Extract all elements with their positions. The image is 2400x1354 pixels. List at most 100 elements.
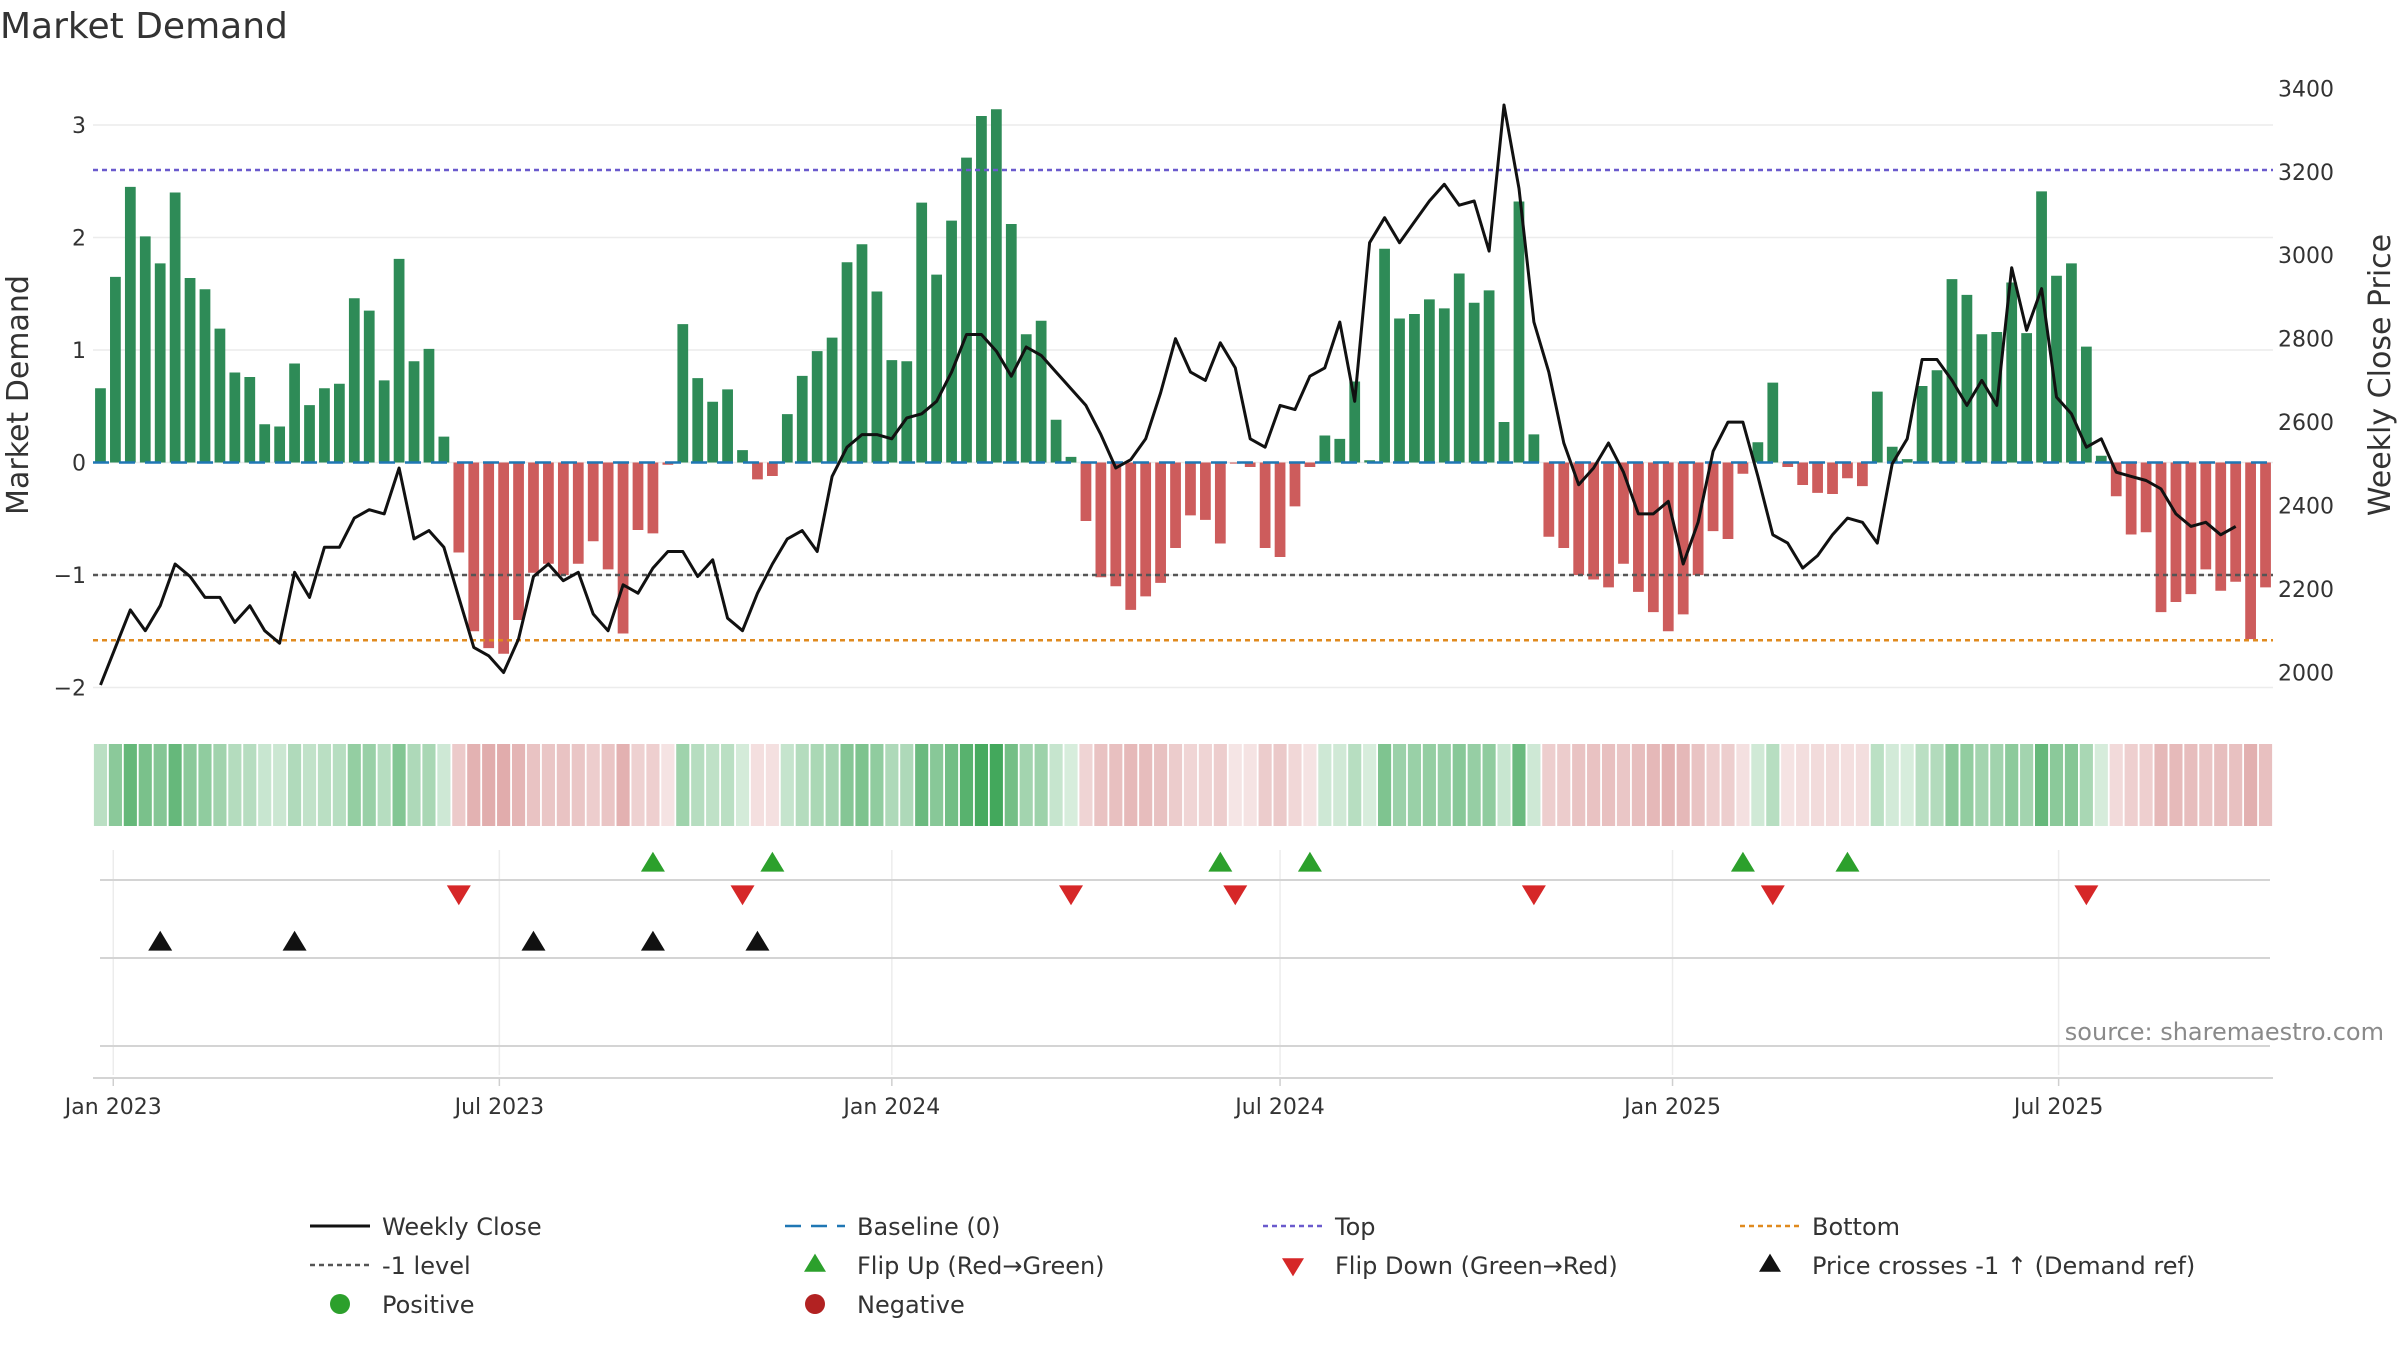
strip-cell xyxy=(332,744,346,826)
strip-cell xyxy=(1601,744,1616,826)
x-tick-label: Jul 2023 xyxy=(453,1095,545,1120)
demand-bar xyxy=(1543,462,1555,537)
demand-bar xyxy=(289,363,300,463)
y2-tick-label: 3200 xyxy=(2278,161,2334,186)
demand-bar xyxy=(2230,462,2242,582)
strip-cell xyxy=(1766,744,1780,826)
demand-bar xyxy=(95,388,106,463)
y2-tick-label: 3400 xyxy=(2278,77,2334,102)
strip-cell xyxy=(2005,744,2019,826)
flip-up-marker xyxy=(640,851,665,872)
price-cross-marker xyxy=(640,930,665,951)
y-tick-label: −2 xyxy=(54,677,86,702)
demand-bar xyxy=(1020,334,1032,463)
demand-bar xyxy=(1647,462,1659,613)
strip-cell xyxy=(1303,744,1317,826)
demand-bar xyxy=(528,462,539,573)
y2-tick-label: 3000 xyxy=(2278,244,2334,269)
legend: Weekly Close Baseline (0) Top Bottom -1 leve… xyxy=(310,1213,2195,1319)
y-tick-label: 1 xyxy=(72,339,86,364)
demand-bar xyxy=(811,351,823,463)
strip-cell xyxy=(1855,744,1869,826)
y2-tick-label: 2800 xyxy=(2278,328,2334,353)
demand-bar xyxy=(1901,459,1913,463)
demand-bar xyxy=(707,401,719,463)
strip-cell xyxy=(1228,744,1242,826)
strip-cell xyxy=(437,744,451,826)
strip-cell xyxy=(452,744,466,826)
demand-bar xyxy=(2215,462,2227,591)
strip-cell xyxy=(616,744,630,826)
demand-bar xyxy=(1050,419,1062,463)
y2-tick-label: 2600 xyxy=(2278,411,2334,436)
demand-bar xyxy=(796,375,808,463)
gridlines xyxy=(93,124,2273,1086)
strip-cell xyxy=(1646,744,1660,826)
strip-cell xyxy=(467,744,481,826)
demand-color-strip xyxy=(93,744,2273,826)
demand-bar xyxy=(1214,462,1226,544)
demand-bar xyxy=(1483,290,1495,463)
price-cross-marker xyxy=(745,930,770,951)
demand-bar xyxy=(378,380,390,463)
demand-bar xyxy=(2066,263,2077,463)
demand-bar xyxy=(1931,370,1943,463)
strip-cell xyxy=(302,744,317,826)
strip-cell xyxy=(1109,744,1123,826)
strip-cell xyxy=(661,744,675,826)
strip-cell xyxy=(2034,744,2049,826)
strip-cell xyxy=(825,744,839,826)
strip-cell xyxy=(631,744,645,826)
strip-cell xyxy=(765,744,779,826)
demand-bar xyxy=(2095,455,2107,463)
demand-bar xyxy=(856,244,868,463)
strip-cell xyxy=(1124,744,1138,826)
demand-bar xyxy=(1588,462,1599,580)
demand-bar xyxy=(1229,462,1241,464)
strip-cell xyxy=(1527,744,1541,826)
price-cross-marker xyxy=(148,930,173,951)
strip-cell xyxy=(288,744,302,826)
x-tick-label: Jul 2025 xyxy=(2012,1095,2104,1120)
strip-cell xyxy=(780,744,794,826)
price-cross-marker xyxy=(282,930,307,951)
strip-cell xyxy=(1333,744,1347,826)
demand-bar xyxy=(781,414,793,463)
flip-up-marker xyxy=(1835,851,1860,872)
demand-bar xyxy=(1812,462,1823,493)
strip-cell xyxy=(258,744,272,826)
reference-lines xyxy=(93,168,2273,642)
demand-bar xyxy=(1274,462,1286,557)
demand-bar xyxy=(1886,446,1898,463)
demand-bar xyxy=(1468,302,1480,463)
demand-bar xyxy=(602,462,614,570)
strip-cell xyxy=(2109,744,2123,826)
demand-bar xyxy=(2140,462,2152,533)
weekly-close-series xyxy=(99,103,2237,686)
strip-cell xyxy=(1139,744,1153,826)
strip-cell xyxy=(735,744,750,826)
demand-bar xyxy=(2200,462,2212,570)
strip-cell xyxy=(930,744,944,826)
demand-bar xyxy=(767,462,778,476)
demand-bar xyxy=(1035,320,1047,463)
strip-cell xyxy=(153,744,167,826)
demand-bar xyxy=(408,361,420,463)
demand-bar xyxy=(214,328,226,463)
strip-cell xyxy=(1049,744,1063,826)
x-tick-label: Jan 2025 xyxy=(1622,1095,1721,1120)
strip-cell xyxy=(1840,744,1855,826)
demand-bar xyxy=(1558,462,1570,548)
demand-bar xyxy=(2021,333,2033,463)
demand-bar xyxy=(1095,462,1107,578)
demand-bar xyxy=(1767,382,1779,463)
strip-cell xyxy=(750,744,765,826)
demand-bar xyxy=(1304,462,1316,467)
demand-bar xyxy=(1782,462,1794,467)
demand-bar xyxy=(333,383,345,463)
strip-cell xyxy=(1587,744,1601,826)
demand-bar xyxy=(722,389,733,463)
flip-down-marker xyxy=(1521,885,1546,906)
strip-cell xyxy=(810,744,824,826)
signal-markers xyxy=(148,851,2099,951)
